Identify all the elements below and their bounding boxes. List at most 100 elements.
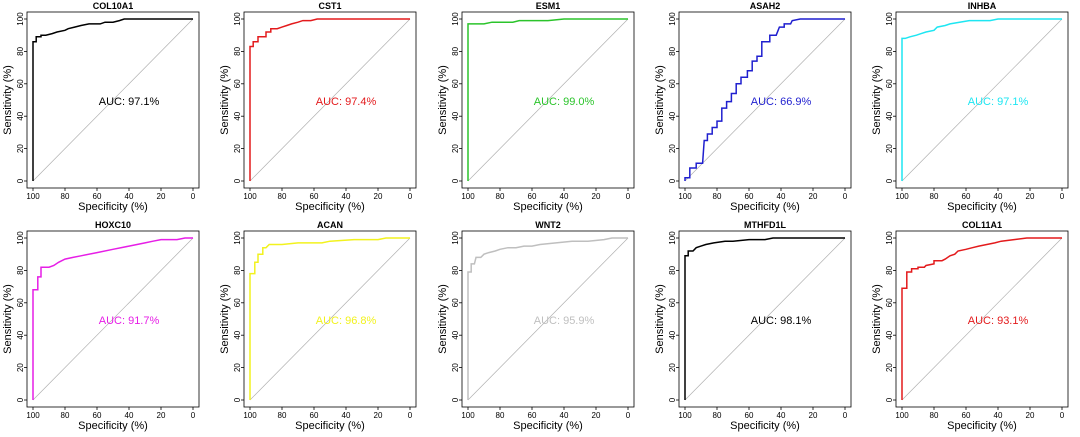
roc-panel-col11a1: COL11A1 100 80 60 40 20 0 0 20 40 60 80 100 Specifici…	[869, 219, 1080, 437]
y-tick-label: 100	[233, 231, 242, 245]
reference-diagonal	[901, 18, 1063, 182]
y-tick-label: 60	[451, 298, 460, 307]
roc-curve-line	[32, 18, 193, 181]
x-tick-label: 40	[560, 411, 569, 420]
x-tick-label: 20	[157, 411, 166, 420]
x-axis-label: Specificity (%)	[78, 201, 148, 213]
x-tick-label: 60	[745, 192, 754, 201]
reference-diagonal	[249, 237, 411, 401]
roc-panel-mthfd1l: MTHFD1L 100 80 60 40 20 0 0 20 40 60 80 100 Specifici…	[652, 219, 868, 437]
roc-curve-line	[684, 237, 845, 400]
x-axis-label: Specificity (%)	[295, 420, 365, 432]
x-tick-label: 40	[342, 411, 351, 420]
x-tick-label: 20	[809, 192, 818, 201]
x-tick-label: 40	[777, 411, 786, 420]
plot-frame	[678, 230, 852, 408]
x-tick-label: 40	[994, 411, 1003, 420]
x-tick-label: 60	[962, 411, 971, 420]
x-tick-label: 20	[374, 411, 383, 420]
y-tick-label: 20	[16, 363, 25, 372]
y-tick-label: 20	[233, 144, 242, 153]
y-axis-label: Sensitivity (%)	[871, 65, 883, 135]
roc-curve-line	[249, 18, 410, 181]
y-axis-label: Sensitivity (%)	[654, 65, 666, 135]
roc-plot-svg: ACAN 100 80 60 40 20 0 0 20 40 60 80 100 Specificity …	[219, 220, 417, 432]
x-tick-label: 60	[528, 411, 537, 420]
plot-frame	[243, 230, 417, 408]
y-tick-label: 40	[451, 330, 460, 339]
x-tick-label: 100	[895, 411, 909, 420]
x-tick-label: 100	[26, 192, 40, 201]
roc-curve-line	[901, 18, 1062, 181]
roc-plot-svg: COL11A1 100 80 60 40 20 0 0 20 40 60 80 100 Specifici…	[871, 220, 1069, 432]
roc-panel-acan: ACAN 100 80 60 40 20 0 0 20 40 60 80 100 Specificity …	[217, 219, 433, 437]
plot-frame	[26, 230, 200, 408]
y-tick-label: 100	[16, 12, 25, 26]
roc-curve-line	[32, 237, 193, 400]
y-tick-label: 100	[885, 231, 894, 245]
x-tick-label: 0	[1060, 411, 1065, 420]
plot-frame	[26, 11, 200, 189]
y-tick-label: 100	[233, 12, 242, 26]
y-tick-label: 80	[233, 265, 242, 274]
auc-label: AUC: 97.1%	[968, 96, 1029, 108]
y-tick-label: 0	[451, 178, 460, 183]
x-tick-label: 40	[125, 411, 134, 420]
y-axis-label: Sensitivity (%)	[2, 65, 14, 135]
x-tick-label: 80	[61, 192, 70, 201]
auc-label: AUC: 93.1%	[968, 315, 1029, 327]
x-tick-label: 20	[374, 192, 383, 201]
x-tick-label: 40	[994, 192, 1003, 201]
auc-label: AUC: 97.1%	[99, 96, 160, 108]
chart-title: CST1	[318, 1, 341, 11]
x-tick-label: 0	[843, 411, 848, 420]
y-tick-label: 100	[16, 231, 25, 245]
y-tick-label: 20	[451, 144, 460, 153]
x-tick-label: 20	[592, 411, 601, 420]
x-axis-label: Specificity (%)	[947, 201, 1017, 213]
y-tick-label: 80	[668, 46, 677, 55]
auc-label: AUC: 95.9%	[534, 315, 595, 327]
roc-plot-svg: CST1 100 80 60 40 20 0 0 20 40 60 80 100 Specificity …	[219, 1, 417, 213]
roc-panel-esm1: ESM1 100 80 60 40 20 0 0 20 40 60 80 100 Specificity …	[435, 0, 651, 218]
reference-diagonal	[684, 237, 846, 401]
plot-frame	[461, 230, 635, 408]
chart-title: ACAN	[317, 220, 343, 230]
y-tick-label: 0	[233, 178, 242, 183]
x-tick-label: 40	[125, 192, 134, 201]
y-tick-label: 60	[668, 298, 677, 307]
x-tick-label: 100	[678, 411, 692, 420]
x-tick-label: 80	[713, 192, 722, 201]
x-tick-label: 80	[278, 192, 287, 201]
y-tick-label: 40	[668, 111, 677, 120]
roc-plot-svg: MTHFD1L 100 80 60 40 20 0 0 20 40 60 80 100 Specifici…	[654, 220, 852, 432]
roc-plot-svg: HOXC10 100 80 60 40 20 0 0 20 40 60 80 100 Specificit…	[2, 220, 200, 432]
x-tick-label: 40	[342, 192, 351, 201]
roc-curve-line	[901, 237, 1062, 400]
x-tick-label: 20	[1026, 411, 1035, 420]
chart-title: COL11A1	[962, 220, 1002, 230]
x-tick-label: 100	[461, 411, 475, 420]
y-tick-label: 0	[451, 397, 460, 402]
y-tick-label: 60	[16, 298, 25, 307]
auc-label: AUC: 96.8%	[316, 315, 377, 327]
y-tick-label: 100	[668, 231, 677, 245]
x-tick-label: 60	[310, 411, 319, 420]
y-axis-label: Sensitivity (%)	[437, 284, 449, 354]
x-tick-label: 80	[930, 411, 939, 420]
y-tick-label: 0	[885, 178, 894, 183]
x-axis-label: Specificity (%)	[947, 420, 1017, 432]
plot-frame	[243, 11, 417, 189]
x-tick-label: 0	[626, 411, 631, 420]
plot-frame	[895, 230, 1069, 408]
roc-panel-col10a1: COL10A1 100 80 60 40 20 0 0 20 40 60 80 100 Specifici…	[0, 0, 216, 218]
chart-title: COL10A1	[93, 1, 134, 11]
x-tick-label: 100	[678, 192, 692, 201]
plot-frame	[678, 11, 852, 189]
x-tick-label: 0	[191, 411, 196, 420]
y-tick-label: 100	[451, 12, 460, 26]
y-tick-label: 60	[16, 79, 25, 88]
x-tick-label: 80	[278, 411, 287, 420]
x-tick-label: 80	[496, 411, 505, 420]
reference-diagonal	[901, 237, 1063, 401]
